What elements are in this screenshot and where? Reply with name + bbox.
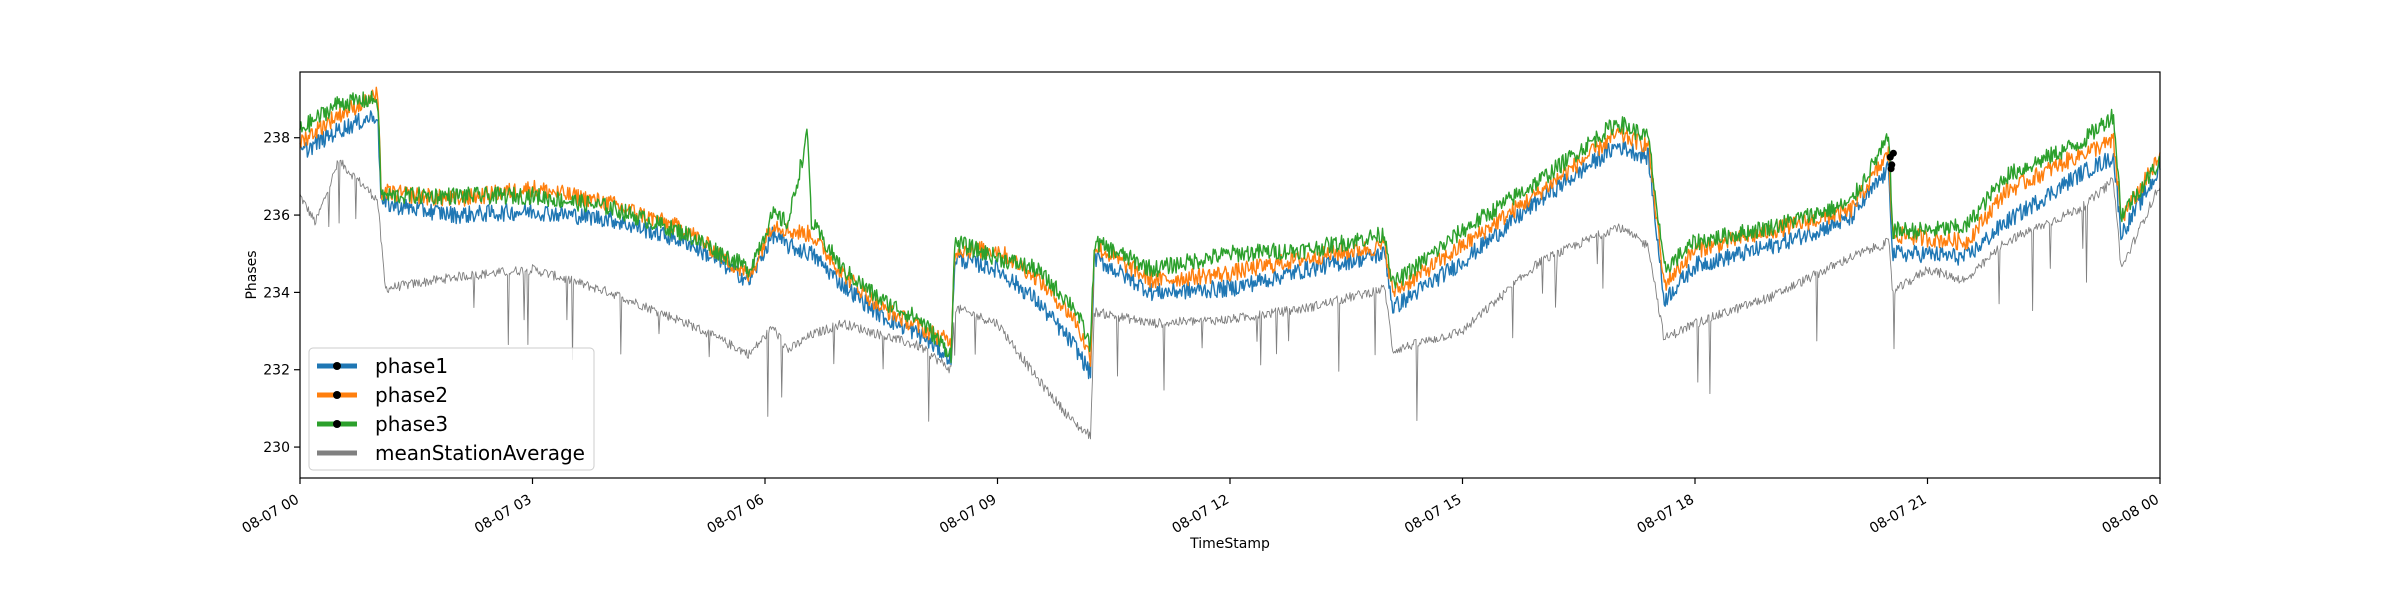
series-line-phase1 [299, 110, 2161, 380]
legend-label-phase2: phase2 [375, 383, 448, 407]
y-tick-label-230: 230 [263, 440, 290, 456]
annotation-layer [1886, 149, 1897, 173]
y-tick-label-238: 238 [263, 131, 290, 147]
legend-marker-phase3 [333, 420, 341, 428]
legend-label-phase1: phase1 [375, 354, 448, 378]
y-axis-label: Phases [244, 250, 260, 299]
marker-point-3 [1889, 149, 1897, 157]
series-layer [299, 86, 2161, 440]
legend-label-phase3: phase3 [375, 412, 448, 436]
y-tick-label-232: 232 [263, 363, 290, 379]
y-axis: 230 232 234 236 238 [263, 131, 300, 456]
legend: phase1 phase2 phase3 meanStationAverage [308, 347, 595, 471]
legend-marker-phase2 [333, 391, 341, 399]
series-line-phase3 [299, 90, 2161, 364]
series-line-meanStationAverage [299, 159, 2161, 440]
legend-marker-phase1 [333, 362, 341, 370]
marker-point-4 [1887, 165, 1895, 173]
plot-area-background [300, 72, 2160, 478]
series-line-phase2 [299, 86, 2161, 367]
legend-frame [308, 347, 595, 471]
legend-label-meanStationAverage: meanStationAverage [375, 441, 585, 465]
x-axis-label: TimeStamp [1189, 536, 1270, 552]
y-tick-label-236: 236 [263, 208, 290, 224]
y-tick-label-234: 234 [263, 285, 290, 301]
